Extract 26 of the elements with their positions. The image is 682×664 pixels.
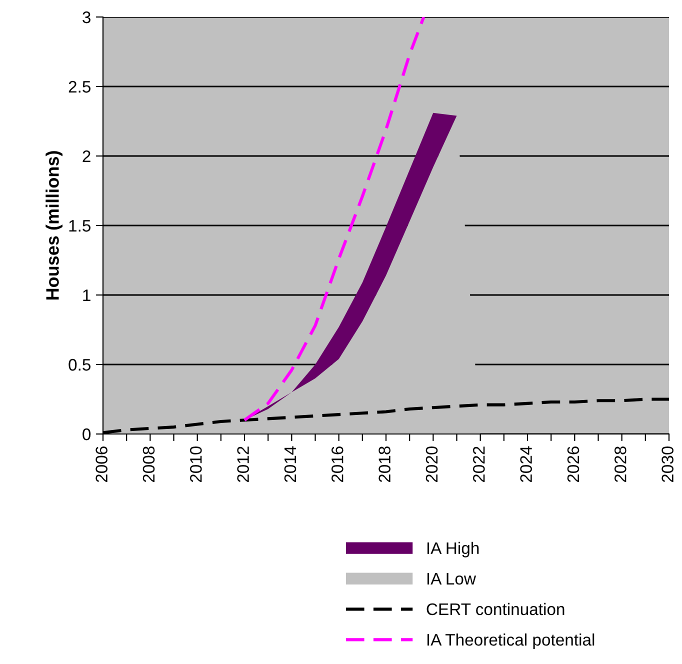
y-axis-title: Houses (millions) [46,151,62,300]
y-tick-label: 3 [82,11,90,24]
legend-label: IA Theoretical potential [427,633,594,649]
x-tick-label: 2010 [190,446,202,482]
line-series [242,17,426,422]
legend-label: IA High [427,542,479,558]
x-tick-label: 2028 [614,446,626,482]
x-tick-label: 2016 [332,446,344,482]
x-tick-label: 2018 [378,446,390,482]
x-tick-label: 2026 [567,446,580,482]
y-tick-label: 1.5 [69,220,90,232]
y-tick-label: 2.5 [68,80,90,93]
x-tick-label: 2008 [142,446,155,482]
x-tick-label: 2012 [237,446,249,482]
legend-label: IA Low [427,573,476,585]
y-tick-label: 0.5 [68,358,90,371]
legend-label: CERT continuation [426,602,564,616]
x-tick-label: 2020 [426,446,438,482]
y-tick-label: 0 [82,428,91,440]
x-tick-label: 2022 [473,446,485,482]
x-tick-label: 2030 [662,446,674,482]
x-tick-label: 2024 [520,446,532,482]
x-tick-label: 2014 [284,446,296,482]
y-tick-label: 2 [82,150,90,162]
y-tick-label: 1 [83,290,90,302]
x-tick-label: 2006 [96,446,108,482]
